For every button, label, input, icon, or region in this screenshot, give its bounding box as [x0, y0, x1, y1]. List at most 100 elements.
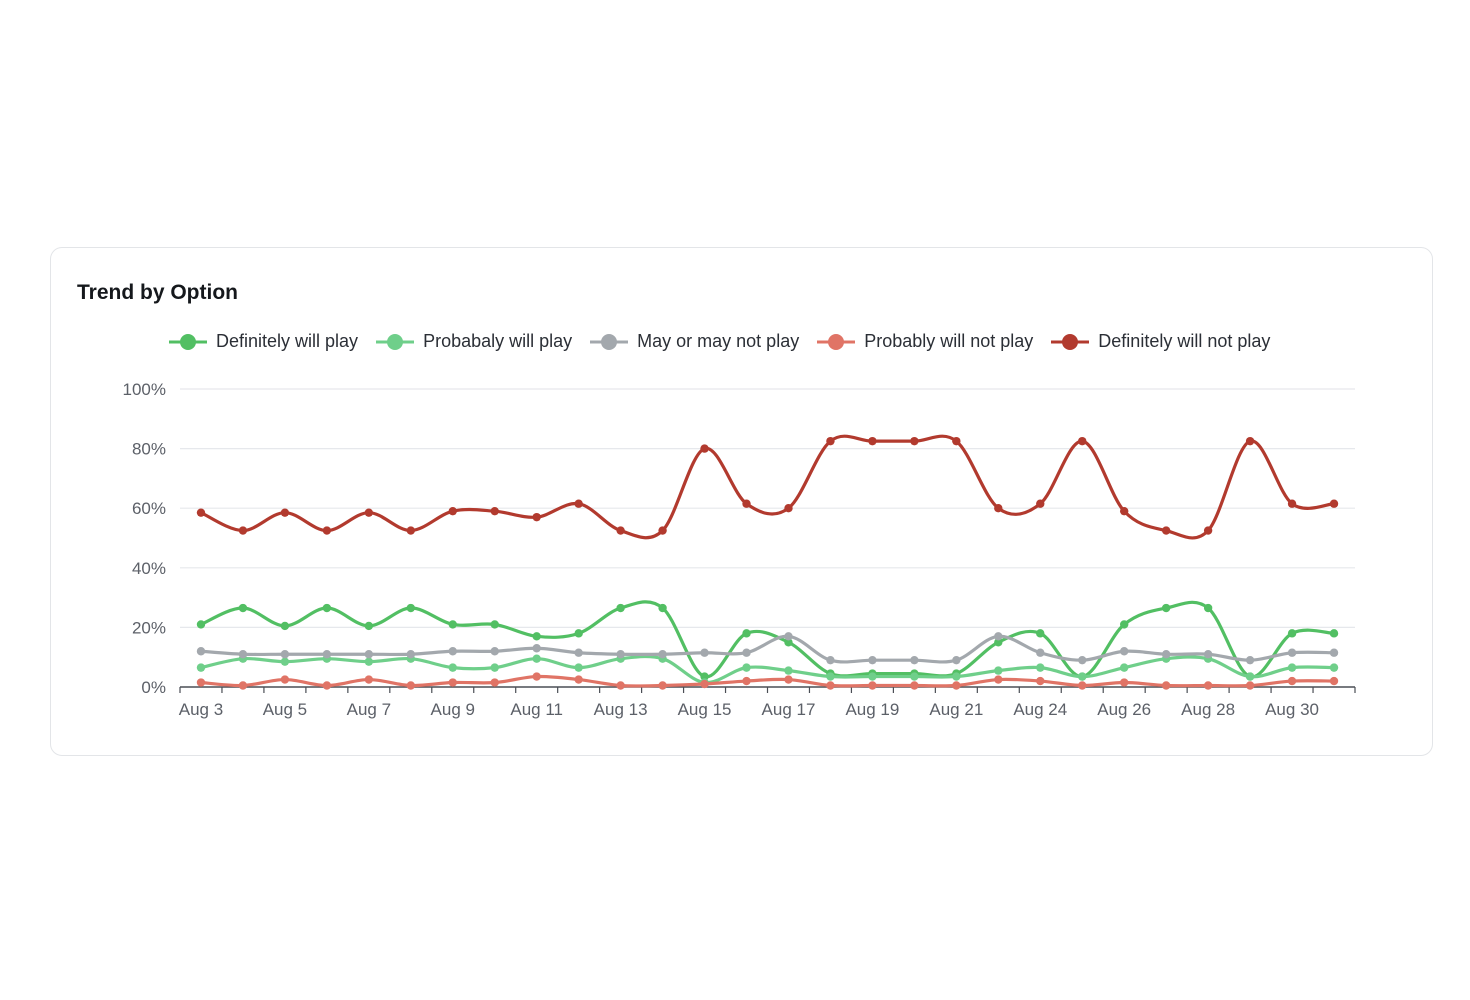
legend-item-may-or-may-not-play[interactable]: May or may not play [589, 331, 799, 352]
y-tick-label: 80% [132, 440, 166, 459]
data-point [994, 675, 1003, 684]
legend-swatch-icon [376, 333, 415, 350]
data-point [700, 679, 709, 689]
data-point [994, 666, 1003, 675]
x-tick-label: Aug 13 [594, 700, 648, 719]
y-tick-label: 60% [132, 499, 166, 518]
data-point [1329, 676, 1339, 686]
data-point [910, 436, 919, 446]
x-tick-label: Aug 28 [1181, 700, 1235, 719]
data-point [658, 650, 667, 659]
series-line-probably-will-not-play [200, 674, 1335, 688]
y-tick-label: 100% [123, 380, 166, 399]
data-point [1329, 663, 1339, 672]
data-point [406, 603, 416, 613]
data-point [1161, 526, 1171, 535]
series-line-definitely-will-play [200, 600, 1335, 679]
data-point [490, 506, 499, 516]
data-point [574, 663, 583, 672]
x-tick-label: Aug 9 [431, 700, 475, 719]
data-point [196, 678, 206, 687]
line-chart: 0% 20% 40% 60% 80% 100% Aug 3 Aug 5 Aug 7 Aug 9 Au… [123, 380, 1356, 719]
data-point [1078, 655, 1087, 665]
data-point [490, 647, 499, 656]
data-point [574, 675, 583, 684]
data-point [1329, 499, 1339, 508]
data-point [616, 603, 625, 613]
data-point [994, 504, 1003, 513]
x-tick-label: Aug 26 [1097, 700, 1151, 719]
data-point [532, 644, 541, 653]
data-point [1329, 629, 1339, 638]
data-point [238, 681, 248, 690]
legend-item-definitely-will-not-play[interactable]: Definitely will not play [1050, 331, 1270, 352]
data-point [238, 526, 248, 535]
data-point [868, 672, 877, 681]
legend-item-probabaly-will-play[interactable]: Probabaly will play [375, 331, 572, 352]
data-point [1287, 663, 1297, 672]
legend-label: Probabaly will play [423, 331, 573, 351]
data-point [322, 526, 332, 535]
data-point [280, 508, 290, 517]
data-point [700, 444, 709, 453]
data-point [1245, 655, 1255, 665]
data-point [700, 672, 709, 681]
data-point [868, 436, 877, 446]
data-point [406, 650, 416, 659]
data-point [1203, 603, 1213, 613]
data-point [826, 681, 835, 690]
data-point [868, 681, 877, 690]
data-point [448, 663, 457, 672]
data-point [532, 654, 541, 663]
data-point [196, 508, 206, 517]
data-point [322, 650, 332, 659]
legend-item-definitely-will-play[interactable]: Definitely will play [168, 331, 358, 352]
data-point [616, 526, 625, 535]
data-point [1036, 663, 1045, 672]
x-tick-label: Aug 24 [1013, 700, 1067, 719]
data-point [1036, 648, 1045, 657]
card-title: Trend by Option [77, 281, 238, 304]
data-point [784, 638, 793, 647]
data-point [1287, 648, 1297, 657]
data-point [1119, 663, 1129, 672]
legend-swatch-icon [1051, 333, 1090, 350]
data-point [1078, 436, 1087, 446]
series-definitely-will-not-play [196, 434, 1339, 540]
data-point [448, 620, 457, 629]
data-point [1119, 678, 1129, 687]
x-tick-label: Aug 11 [510, 700, 563, 719]
data-point [364, 508, 374, 517]
data-point [784, 666, 793, 675]
data-point [952, 655, 961, 665]
legend-item-probably-will-not-play[interactable]: Probably will not play [816, 331, 1033, 352]
data-point [280, 675, 290, 684]
legend-label: Probably will not play [864, 331, 1034, 351]
data-point [1287, 629, 1297, 638]
x-tick-label: Aug 5 [263, 700, 307, 719]
data-point [1245, 436, 1255, 446]
series-probably-will-not-play [196, 672, 1339, 690]
data-point [1161, 650, 1171, 659]
data-point [1119, 506, 1129, 516]
data-point [616, 681, 625, 690]
data-point [658, 526, 667, 535]
y-tick-label: 20% [132, 618, 166, 637]
y-tick-label: 40% [132, 559, 166, 578]
series-line-probabaly-will-play [200, 654, 1335, 685]
data-point [994, 632, 1003, 641]
data-point [868, 655, 877, 665]
data-point [1036, 676, 1045, 686]
data-point [196, 620, 206, 629]
data-point [196, 647, 206, 656]
x-tick-label: Aug 17 [762, 700, 816, 719]
data-point [364, 650, 374, 659]
data-point [952, 436, 961, 446]
legend-swatch-icon [817, 333, 856, 350]
data-point [952, 681, 961, 690]
data-point [910, 681, 919, 690]
data-point [910, 672, 919, 681]
data-point [616, 650, 625, 659]
legend-label: Definitely will play [216, 331, 359, 351]
y-tick-label: 0% [141, 678, 166, 697]
